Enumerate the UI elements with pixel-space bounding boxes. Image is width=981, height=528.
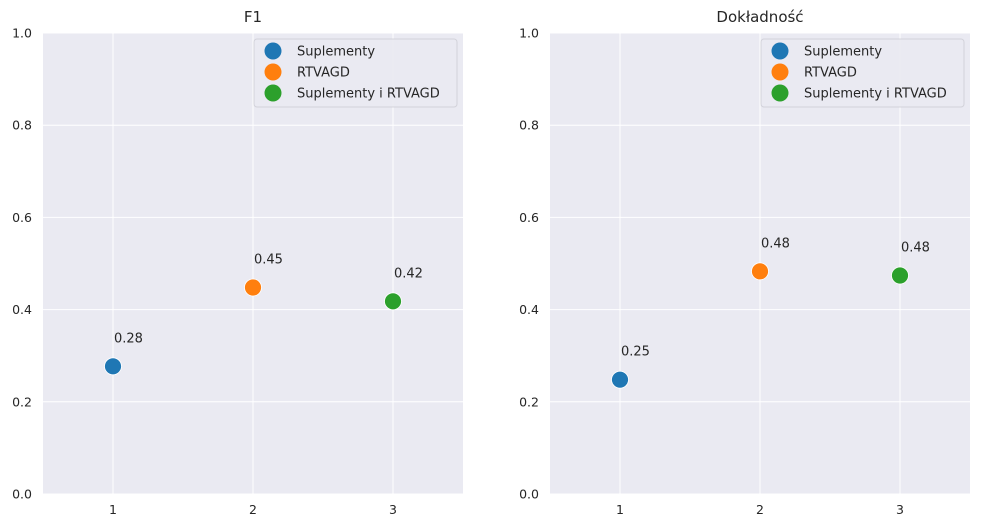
legend-entry: Suplementy bbox=[804, 45, 882, 60]
y-tick-label: 0.2 bbox=[519, 394, 539, 409]
legend-marker bbox=[264, 84, 282, 102]
data-point bbox=[891, 266, 909, 285]
chart-title: Dokładność bbox=[716, 8, 803, 26]
y-tick-label: 0.6 bbox=[519, 210, 539, 225]
chart-panel-2: 0.0 0.2 0.4 0.6 0.8 1.0 1 2 3 Dokładność 0.25 0.48 0… bbox=[519, 8, 970, 517]
data-label: 0.42 bbox=[394, 266, 423, 281]
legend-marker bbox=[264, 63, 282, 81]
data-label: 0.48 bbox=[761, 236, 790, 251]
y-tick-label: 0.0 bbox=[519, 487, 539, 502]
y-tick-label: 0.2 bbox=[12, 394, 32, 409]
y-tick-label: 1.0 bbox=[519, 26, 539, 41]
legend-marker bbox=[771, 63, 789, 81]
y-tick-label: 0.8 bbox=[12, 118, 32, 133]
data-label: 0.45 bbox=[254, 252, 283, 267]
y-tick-label: 0.4 bbox=[519, 302, 539, 317]
legend-marker bbox=[771, 84, 789, 102]
data-label: 0.28 bbox=[114, 331, 143, 346]
data-point bbox=[244, 278, 262, 297]
legend bbox=[760, 38, 965, 108]
legend-entry: Suplementy i RTVAGD bbox=[804, 87, 947, 102]
legend bbox=[253, 38, 458, 108]
y-tick-label: 0.4 bbox=[12, 302, 32, 317]
legend-entry: Suplementy bbox=[297, 45, 375, 60]
legend-entry: RTVAGD bbox=[804, 66, 857, 81]
x-tick-label: 2 bbox=[249, 502, 257, 517]
x-tick-label: 3 bbox=[896, 502, 904, 517]
chart-title: F1 bbox=[244, 8, 262, 26]
y-tick-label: 1.0 bbox=[12, 26, 32, 41]
x-tick-label: 1 bbox=[616, 502, 624, 517]
y-tick-label: 0.6 bbox=[12, 210, 32, 225]
y-tick-label: 0.0 bbox=[12, 487, 32, 502]
data-point bbox=[611, 370, 629, 389]
x-tick-label: 3 bbox=[389, 502, 397, 517]
legend-marker bbox=[771, 42, 789, 60]
data-label: 0.48 bbox=[901, 240, 930, 255]
legend-entry: RTVAGD bbox=[297, 66, 350, 81]
legend-entry: Suplementy i RTVAGD bbox=[297, 87, 440, 102]
y-tick-label: 0.8 bbox=[519, 118, 539, 133]
x-tick-label: 1 bbox=[109, 502, 117, 517]
data-point bbox=[104, 357, 122, 376]
legend-marker bbox=[264, 42, 282, 60]
data-label: 0.25 bbox=[621, 345, 650, 360]
data-point bbox=[751, 262, 769, 281]
x-tick-label: 2 bbox=[756, 502, 764, 517]
data-point bbox=[384, 292, 402, 311]
chart-panel-1: 0.0 0.2 0.4 0.6 0.8 1.0 1 2 3 F1 0.28 0.45 0.42 Suple… bbox=[12, 8, 463, 517]
